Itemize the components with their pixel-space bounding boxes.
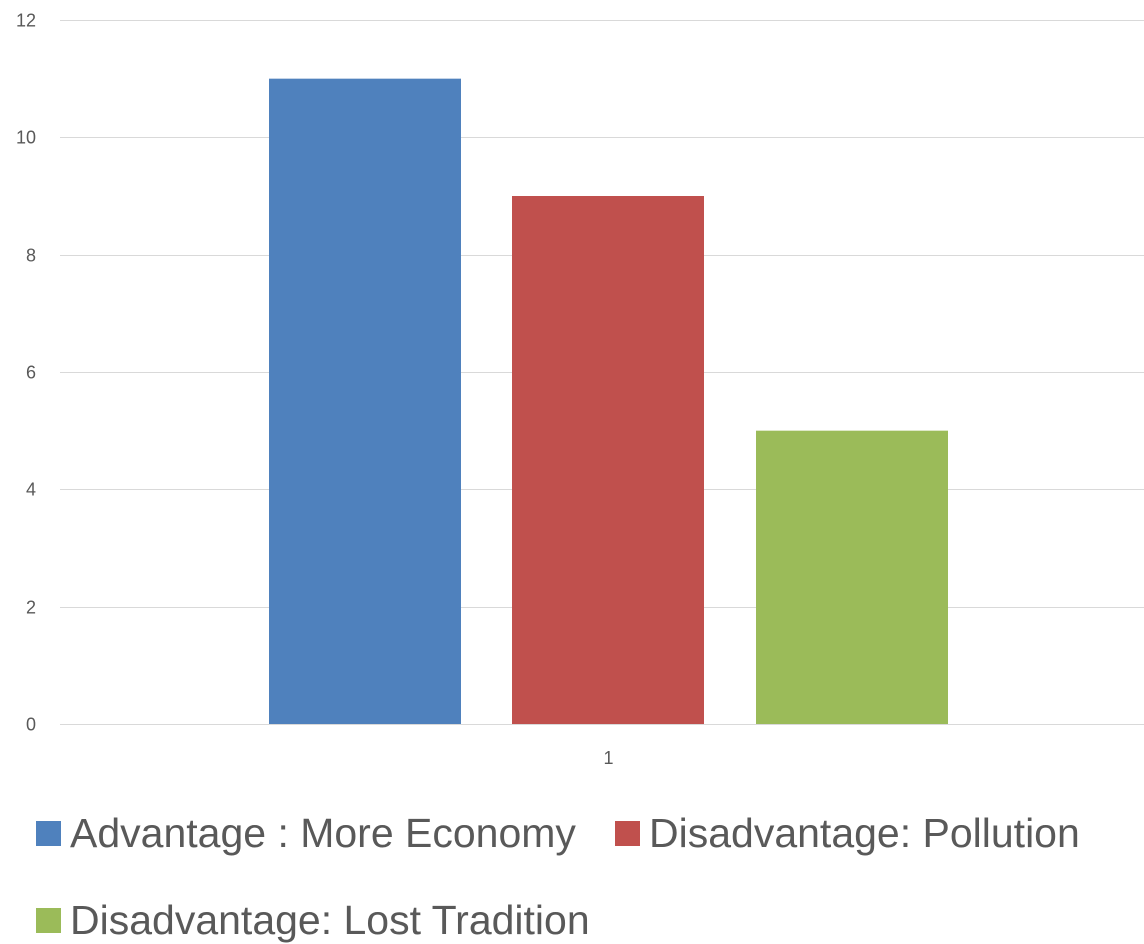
legend-label: Advantage : More Economy xyxy=(70,810,576,856)
legend-label: Disadvantage: Lost Tradition xyxy=(70,897,590,943)
bar-disadvantage-lost-tradition xyxy=(756,430,948,724)
y-tick-label: 2 xyxy=(26,598,36,618)
bar-disadvantage-pollution xyxy=(512,196,704,724)
legend-item-advantage-more-economy: Advantage : More Economy xyxy=(36,810,576,857)
chart-plot: 0 2 4 6 8 10 12 1 xyxy=(16,11,1144,768)
legend-item-disadvantage-pollution: Disadvantage: Pollution xyxy=(615,810,1080,857)
legend-swatch xyxy=(36,908,61,933)
y-tick-label: 0 xyxy=(26,715,36,735)
x-tick-label: 1 xyxy=(603,748,613,768)
chart-legend: Advantage : More Economy Disadvantage: P… xyxy=(0,790,1144,943)
y-tick-label: 6 xyxy=(26,363,36,383)
legend-swatch xyxy=(36,821,61,846)
y-tick-label: 8 xyxy=(26,246,36,266)
y-tick-label: 10 xyxy=(16,128,36,148)
legend-item-disadvantage-lost-tradition: Disadvantage: Lost Tradition xyxy=(36,897,590,944)
legend-label: Disadvantage: Pollution xyxy=(649,810,1080,856)
legend-swatch xyxy=(615,821,640,846)
y-tick-label: 12 xyxy=(16,11,36,31)
y-tick-label: 4 xyxy=(26,480,36,500)
bar-advantage-more-economy xyxy=(269,78,461,724)
